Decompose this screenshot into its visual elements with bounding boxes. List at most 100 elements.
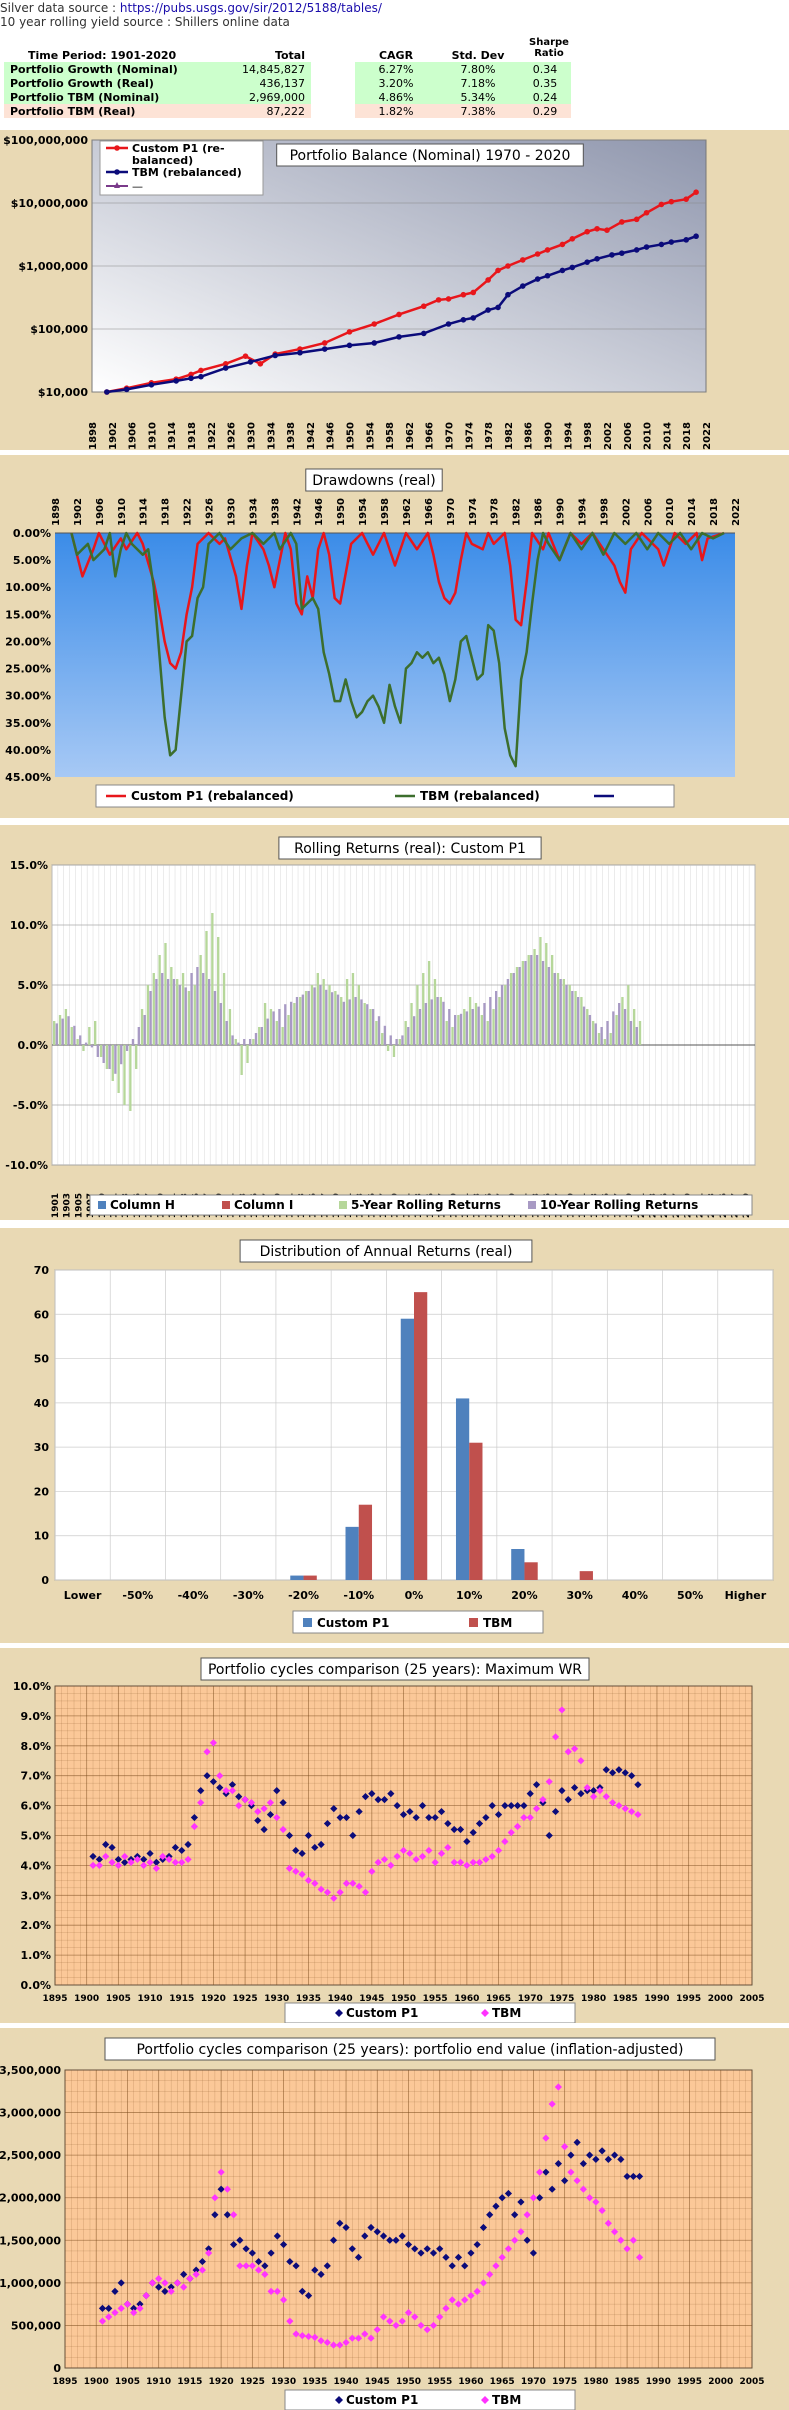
data-point (393, 1802, 401, 1810)
series-point (584, 259, 590, 265)
bar (342, 1001, 346, 1045)
series-point (222, 361, 229, 367)
bar (90, 1045, 94, 1048)
stats-cell-stddev: 5.34% (437, 90, 519, 104)
data-point (589, 1787, 598, 1795)
series-point (668, 198, 675, 205)
bar (469, 1442, 483, 1580)
tick-label: 1950 (345, 422, 356, 450)
data-point (380, 1855, 389, 1864)
series-point (460, 291, 467, 298)
data-point (121, 1852, 129, 1861)
rolling-chart: -10.0% -5.0% 0.0% 5.0% 10.0% 15.0% 1901 1903 190… (5, 836, 756, 1218)
bar (149, 991, 152, 1045)
data-point (298, 1849, 306, 1858)
bar (524, 1562, 538, 1580)
data-point (279, 1799, 287, 1807)
data-point (286, 2317, 294, 2325)
data-point (102, 1852, 110, 1861)
data-point (241, 1796, 249, 1804)
data-point (617, 2155, 625, 2163)
data-point (155, 2283, 163, 2291)
legend-marker (114, 145, 120, 151)
bar (178, 985, 182, 1045)
bar (99, 1045, 103, 1057)
tick-label: 1922 (207, 422, 218, 450)
bar (334, 991, 337, 1045)
bar (506, 979, 510, 1045)
tick-label: 1990 (644, 1994, 669, 2004)
bar (184, 987, 187, 1045)
data-point (425, 1813, 433, 1822)
data-point (406, 1849, 414, 1858)
data-point (235, 1802, 243, 1810)
data-point (114, 1855, 122, 1864)
series-point (396, 311, 402, 318)
tick-label: 1901 (51, 1193, 61, 1218)
bar (547, 967, 551, 1045)
series-point (559, 241, 566, 248)
data-point (330, 1804, 338, 1813)
series-point (346, 342, 353, 349)
tick-label: 2000 (708, 1994, 733, 2004)
data-point (102, 1840, 110, 1849)
bar (457, 1015, 460, 1045)
bar (310, 985, 314, 1045)
data-point (567, 2151, 575, 2159)
tick-label: 1975 (552, 2377, 577, 2387)
series-point (569, 236, 576, 242)
data-point (567, 2168, 575, 2176)
bar (463, 1009, 466, 1045)
tick-label: 1965 (486, 1994, 511, 2004)
data-point (504, 2245, 513, 2253)
bar (410, 1003, 413, 1045)
tick-label: 1925 (240, 2377, 265, 2387)
series-point (470, 289, 477, 296)
tick-label: 1950 (391, 1994, 416, 2004)
tick-label: 1895 (42, 1994, 67, 2004)
series-point (148, 382, 155, 388)
tick-label: 1970 (446, 498, 457, 526)
data-point (336, 2341, 344, 2349)
tick-label: 1950 (396, 2377, 421, 2387)
tick-label: 1974 (468, 498, 479, 526)
data-point (628, 1772, 636, 1780)
data-point (604, 2155, 612, 2163)
data-point (266, 1799, 275, 1807)
data-point (454, 2300, 463, 2308)
series-point (242, 353, 249, 360)
data-point (579, 2160, 587, 2168)
bar (137, 1027, 140, 1045)
tick-label: 1962 (405, 422, 416, 450)
data-point (311, 2266, 319, 2274)
bar (114, 1045, 117, 1074)
data-point (117, 2304, 125, 2312)
bar (284, 1004, 287, 1045)
bar (541, 961, 545, 1045)
legend-label: 5-Year Rolling Returns (351, 1198, 501, 1212)
legend-label: Custom P1 (346, 2006, 418, 2020)
bar (258, 1027, 261, 1045)
bar (307, 991, 310, 1045)
data-point (304, 2332, 313, 2341)
distribution-chart-panel: 0 10 20 30 40 50 60 70 Lower -50% -40% -30% -20% -10%… (0, 1228, 789, 1643)
data-point (197, 1787, 205, 1795)
legend-marker (481, 2009, 489, 2017)
tick-label: -10% (343, 1589, 374, 1602)
data-point (444, 1843, 452, 1852)
series-point (594, 225, 600, 232)
stats-cell-label: Portfolio TBM (Real) (4, 104, 224, 118)
series-point (198, 373, 204, 380)
series-point (198, 367, 204, 374)
bar (94, 1021, 97, 1045)
data-point (361, 1793, 370, 1801)
bar (550, 955, 554, 1045)
data-point (152, 1864, 160, 1872)
data-point (520, 1802, 528, 1810)
bar (243, 1039, 246, 1045)
tick-label: 1950 (336, 498, 347, 526)
bar (328, 985, 331, 1045)
data-point (611, 2228, 619, 2236)
data-source-link[interactable]: https://pubs.usgs.gov/sir/2012/5188/tabl… (119, 1, 382, 15)
tick-label: 1930 (271, 2377, 296, 2387)
